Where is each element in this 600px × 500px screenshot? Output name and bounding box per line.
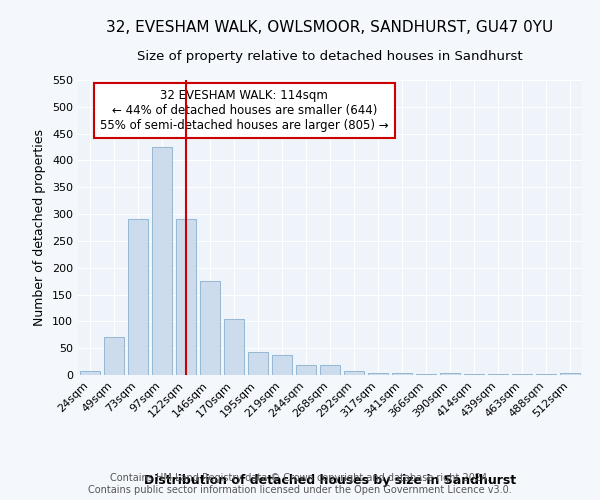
Bar: [368, 373, 388, 375]
Bar: [488, 374, 508, 375]
Bar: [176, 220, 196, 375]
Bar: [152, 147, 172, 375]
Bar: [248, 352, 268, 375]
Y-axis label: Number of detached properties: Number of detached properties: [34, 129, 46, 326]
Bar: [320, 366, 340, 375]
Text: 32, EVESHAM WALK, OWLSMOOR, SANDHURST, GU47 0YU: 32, EVESHAM WALK, OWLSMOOR, SANDHURST, G…: [106, 20, 554, 35]
Bar: [80, 371, 100, 375]
Bar: [104, 338, 124, 375]
Bar: [224, 318, 244, 375]
Bar: [272, 355, 292, 375]
Bar: [128, 220, 148, 375]
Bar: [464, 374, 484, 375]
Bar: [296, 366, 316, 375]
Bar: [416, 374, 436, 375]
Bar: [440, 374, 460, 375]
X-axis label: Distribution of detached houses by size in Sandhurst: Distribution of detached houses by size …: [144, 474, 516, 488]
Text: Size of property relative to detached houses in Sandhurst: Size of property relative to detached ho…: [137, 50, 523, 63]
Text: 32 EVESHAM WALK: 114sqm
← 44% of detached houses are smaller (644)
55% of semi-d: 32 EVESHAM WALK: 114sqm ← 44% of detache…: [100, 89, 389, 132]
Bar: [512, 374, 532, 375]
Bar: [392, 374, 412, 375]
Bar: [200, 281, 220, 375]
Bar: [536, 374, 556, 375]
Bar: [344, 371, 364, 375]
Text: Contains HM Land Registry data © Crown copyright and database right 2024.
Contai: Contains HM Land Registry data © Crown c…: [88, 474, 512, 495]
Bar: [560, 374, 580, 375]
